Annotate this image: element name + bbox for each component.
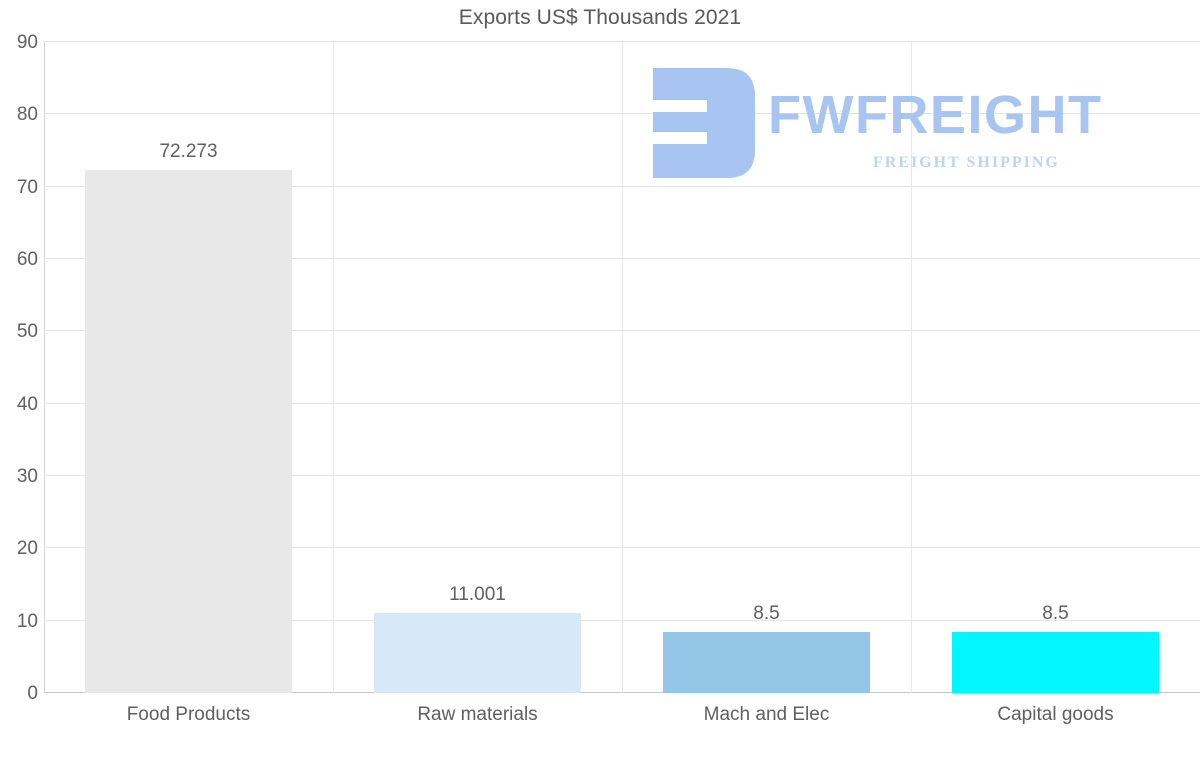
x-axis-category-labels: Food Products Raw materials Mach and Elec C… <box>44 705 1200 745</box>
gridline-x-3 <box>911 42 912 693</box>
y-tick-label: 50 <box>16 321 38 343</box>
bar-value-label: 11.001 <box>449 584 506 605</box>
y-axis-tick-labels: 0 10 20 30 40 50 60 70 80 90 <box>0 33 38 703</box>
bar-capital-goods[interactable] <box>952 632 1159 693</box>
x-label-mach-and-elec: Mach and Elec <box>703 704 830 725</box>
bar-value-label: 72.273 <box>159 141 218 162</box>
gridline-x-2 <box>622 42 623 693</box>
y-tick-label: 30 <box>16 466 38 487</box>
gridline-y-90 <box>44 41 1200 42</box>
y-tick-label: 60 <box>16 249 38 270</box>
y-tick-label: 0 <box>27 683 38 704</box>
plot-area: 72.273 11.001 8.5 8.5 <box>44 41 1200 693</box>
y-tick-label: 20 <box>16 538 38 560</box>
y-axis-line <box>44 42 45 693</box>
chart-title: Exports US$ Thousands 2021 <box>458 6 742 29</box>
y-tick-label: 80 <box>16 104 38 126</box>
x-label-capital-goods: Capital goods <box>997 704 1114 725</box>
bars-layer: 72.273 11.001 8.5 8.5 <box>44 42 1200 693</box>
y-tick-label: 70 <box>16 176 38 198</box>
bar-value-label: 8.5 <box>1042 603 1069 624</box>
x-label-food-products: Food Products <box>126 704 251 725</box>
x-label-raw-materials: Raw materials <box>417 704 538 725</box>
y-tick-label: 10 <box>16 610 38 632</box>
bar-mach-and-elec[interactable] <box>663 632 870 693</box>
y-tick-label: 90 <box>16 32 38 53</box>
vertical-gridlines <box>44 42 1200 693</box>
gridline-x-1 <box>333 42 334 693</box>
y-tick-label: 40 <box>16 393 38 415</box>
bar-raw-materials[interactable] <box>374 613 581 693</box>
bar-food-products[interactable] <box>85 170 292 693</box>
bar-value-label: 8.5 <box>753 603 780 624</box>
